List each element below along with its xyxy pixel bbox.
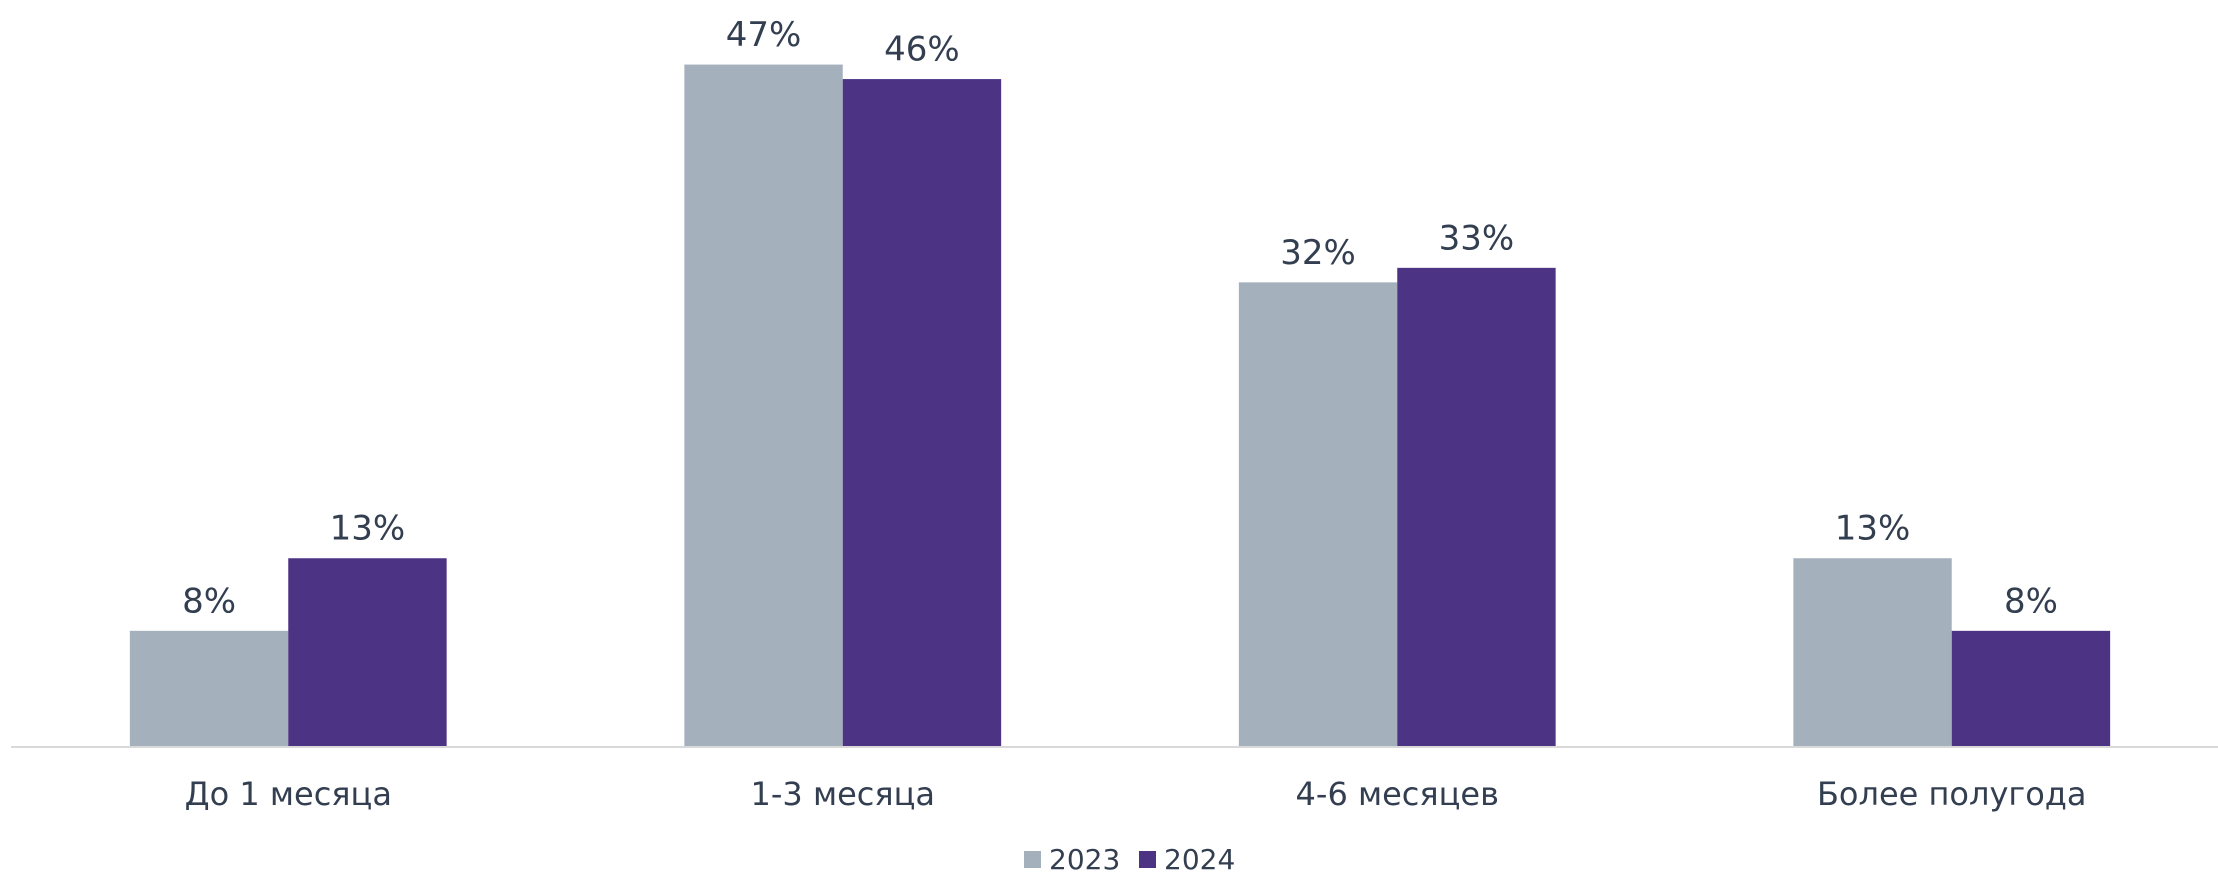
bar <box>288 558 447 747</box>
bar <box>129 630 289 747</box>
bar <box>1951 630 2111 747</box>
x-tick-label: 1-3 месяца <box>751 775 936 813</box>
x-tick-label: 4-6 месяцев <box>1296 775 1499 813</box>
bar <box>684 64 843 747</box>
bar <box>1238 282 1398 747</box>
legend-swatch <box>1024 851 1041 868</box>
legend-label: 2024 <box>1164 843 1235 873</box>
data-label: 46% <box>884 30 960 70</box>
data-label: 13% <box>1835 509 1911 549</box>
data-label: 33% <box>1439 218 1515 258</box>
legend-swatch <box>1139 851 1156 868</box>
data-label: 8% <box>2004 581 2058 621</box>
bar <box>1397 267 1556 747</box>
bar <box>1793 558 1952 747</box>
data-label: 13% <box>330 509 406 549</box>
legend-label: 2023 <box>1049 843 1120 873</box>
bar <box>842 79 1002 747</box>
x-tick-label: Более полугода <box>1817 775 2087 813</box>
data-label: 47% <box>726 15 802 55</box>
data-label: 32% <box>1280 233 1356 273</box>
data-label: 8% <box>182 581 236 621</box>
x-tick-label: До 1 месяца <box>185 775 392 813</box>
